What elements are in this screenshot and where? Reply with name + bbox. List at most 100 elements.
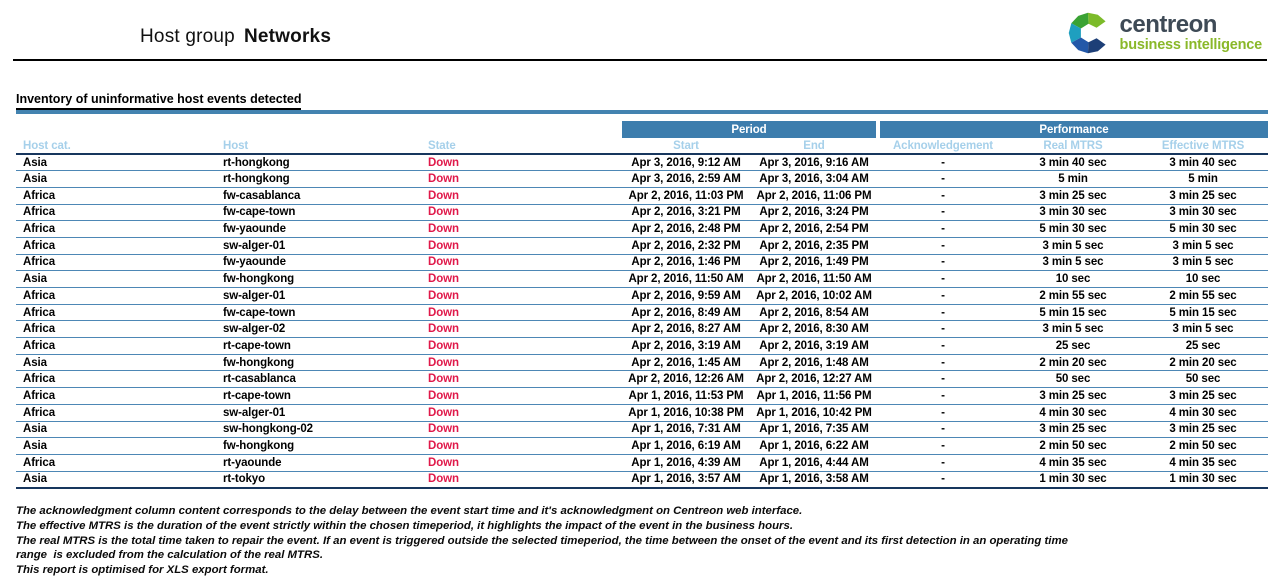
table-row: Asia sw-hongkong-02 Down Apr 1, 2016, 7:31 …	[16, 421, 1269, 439]
cell-host-cat: Africa	[16, 287, 216, 305]
cell-acknowledgement: -	[878, 204, 1008, 222]
cell-end: Apr 2, 2016, 1:49 PM	[750, 254, 878, 272]
cell-real-mtrs: 2 min 20 sec	[1008, 354, 1138, 372]
table-row: Asia fw-hongkong Down Apr 2, 2016, 11:50 AM…	[16, 270, 1269, 288]
cell-start: Apr 2, 2016, 9:59 AM	[622, 287, 750, 305]
header-divider	[13, 59, 1267, 61]
cell-real-mtrs: 50 sec	[1008, 370, 1138, 389]
cell-acknowledgement: -	[878, 421, 1008, 439]
table-row: Africa fw-yaounde Down Apr 2, 2016, 1:46 PM…	[16, 254, 1269, 272]
cell-acknowledgement: -	[878, 337, 1008, 355]
cell-end: Apr 3, 2016, 3:04 AM	[750, 170, 878, 188]
cell-effective-mtrs: 4 min 30 sec	[1138, 404, 1269, 422]
cell-state: Down	[421, 270, 622, 288]
cell-acknowledgement: -	[878, 404, 1008, 422]
column-header-effective-mtrs: Effective MTRS	[1138, 138, 1269, 155]
cell-acknowledgement: -	[878, 320, 1008, 339]
column-header-state: State	[421, 138, 622, 155]
column-header-acknowledgement: Acknowledgement	[878, 138, 1008, 155]
cell-start: Apr 2, 2016, 8:49 AM	[622, 304, 750, 322]
cell-host-cat: Africa	[16, 254, 216, 272]
cell-state: Down	[421, 287, 622, 305]
cell-state: Down	[421, 170, 622, 188]
cell-host: fw-yaounde	[216, 220, 421, 238]
cell-host-cat: Asia	[16, 170, 216, 188]
logo-tagline: business intelligence	[1119, 37, 1263, 54]
cell-effective-mtrs: 25 sec	[1138, 337, 1269, 355]
cell-state: Down	[421, 187, 622, 205]
cell-start: Apr 2, 2016, 3:19 AM	[622, 337, 750, 355]
cell-acknowledgement: -	[878, 287, 1008, 305]
cell-end: Apr 2, 2016, 10:02 AM	[750, 287, 878, 305]
cell-start: Apr 2, 2016, 1:45 AM	[622, 354, 750, 372]
cell-effective-mtrs: 3 min 25 sec	[1138, 421, 1269, 439]
cell-real-mtrs: 3 min 5 sec	[1008, 320, 1138, 339]
cell-host-cat: Africa	[16, 337, 216, 355]
cell-start: Apr 2, 2016, 12:26 AM	[622, 370, 750, 389]
cell-state: Down	[421, 471, 622, 489]
cell-effective-mtrs: 3 min 40 sec	[1138, 154, 1269, 172]
column-header-host-cat: Host cat.	[16, 138, 216, 155]
cell-end: Apr 2, 2016, 8:54 AM	[750, 304, 878, 322]
cell-effective-mtrs: 5 min 30 sec	[1138, 220, 1269, 238]
cell-host-cat: Africa	[16, 387, 216, 405]
cell-real-mtrs: 3 min 25 sec	[1008, 421, 1138, 439]
cell-host: rt-cape-town	[216, 337, 421, 355]
cell-start: Apr 2, 2016, 11:03 PM	[622, 187, 750, 205]
table-row: Africa rt-casablanca Down Apr 2, 2016, 12:2…	[16, 370, 1269, 389]
cell-acknowledgement: -	[878, 237, 1008, 255]
cell-state: Down	[421, 337, 622, 355]
cell-start: Apr 2, 2016, 8:27 AM	[622, 320, 750, 339]
cell-end: Apr 2, 2016, 3:19 AM	[750, 337, 878, 355]
cell-end: Apr 1, 2016, 11:56 PM	[750, 387, 878, 405]
logo-name: centreon	[1119, 11, 1218, 39]
cell-real-mtrs: 10 sec	[1008, 270, 1138, 288]
cell-acknowledgement: -	[878, 354, 1008, 372]
cell-state: Down	[421, 370, 622, 389]
cell-effective-mtrs: 4 min 35 sec	[1138, 454, 1269, 472]
cell-real-mtrs: 5 min	[1008, 170, 1138, 188]
table-body: Asia rt-hongkong Down Apr 3, 2016, 9:12 AM A…	[16, 154, 1269, 489]
cell-acknowledgement: -	[878, 154, 1008, 172]
cell-acknowledgement: -	[878, 304, 1008, 322]
cell-state: Down	[421, 304, 622, 322]
cell-effective-mtrs: 5 min	[1138, 170, 1269, 188]
cell-real-mtrs: 5 min 30 sec	[1008, 220, 1138, 238]
cell-real-mtrs: 3 min 25 sec	[1008, 187, 1138, 205]
events-table: Period Performance Host cat. Host State …	[16, 121, 1269, 489]
cell-acknowledgement: -	[878, 471, 1008, 489]
cell-end: Apr 1, 2016, 7:35 AM	[750, 421, 878, 439]
centreon-logo: centreon business intelligence	[1067, 11, 1262, 55]
cell-host: rt-cape-town	[216, 387, 421, 405]
cell-acknowledgement: -	[878, 437, 1008, 455]
cell-acknowledgement: -	[878, 170, 1008, 188]
cell-end: Apr 1, 2016, 10:42 PM	[750, 404, 878, 422]
note-line: range is excluded from the calculation o…	[16, 549, 323, 562]
cell-effective-mtrs: 3 min 5 sec	[1138, 320, 1269, 339]
column-header-end: End	[750, 138, 878, 155]
cell-effective-mtrs: 3 min 30 sec	[1138, 204, 1269, 222]
cell-host-cat: Africa	[16, 454, 216, 472]
cell-effective-mtrs: 2 min 20 sec	[1138, 354, 1269, 372]
cell-host: fw-cape-town	[216, 204, 421, 222]
table-row: Asia rt-hongkong Down Apr 3, 2016, 2:59 AM A…	[16, 170, 1269, 188]
cell-host-cat: Africa	[16, 237, 216, 255]
note-line: The effective MTRS is the duration of th…	[16, 519, 793, 532]
cell-start: Apr 1, 2016, 11:53 PM	[622, 387, 750, 405]
cell-host: sw-hongkong-02	[216, 421, 421, 439]
cell-real-mtrs: 3 min 40 sec	[1008, 154, 1138, 172]
cell-host: fw-hongkong	[216, 354, 421, 372]
cell-host: rt-casablanca	[216, 370, 421, 389]
cell-acknowledgement: -	[878, 454, 1008, 472]
cell-state: Down	[421, 437, 622, 455]
cell-host: sw-alger-02	[216, 320, 421, 339]
table-row: Africa sw-alger-01 Down Apr 1, 2016, 10:38 …	[16, 404, 1269, 422]
cell-acknowledgement: -	[878, 270, 1008, 288]
cell-host-cat: Africa	[16, 404, 216, 422]
cell-end: Apr 2, 2016, 11:06 PM	[750, 187, 878, 205]
cell-end: Apr 3, 2016, 9:16 AM	[750, 154, 878, 172]
cell-host: fw-cape-town	[216, 304, 421, 322]
cell-effective-mtrs: 2 min 50 sec	[1138, 437, 1269, 455]
cell-host: fw-casablanca	[216, 187, 421, 205]
